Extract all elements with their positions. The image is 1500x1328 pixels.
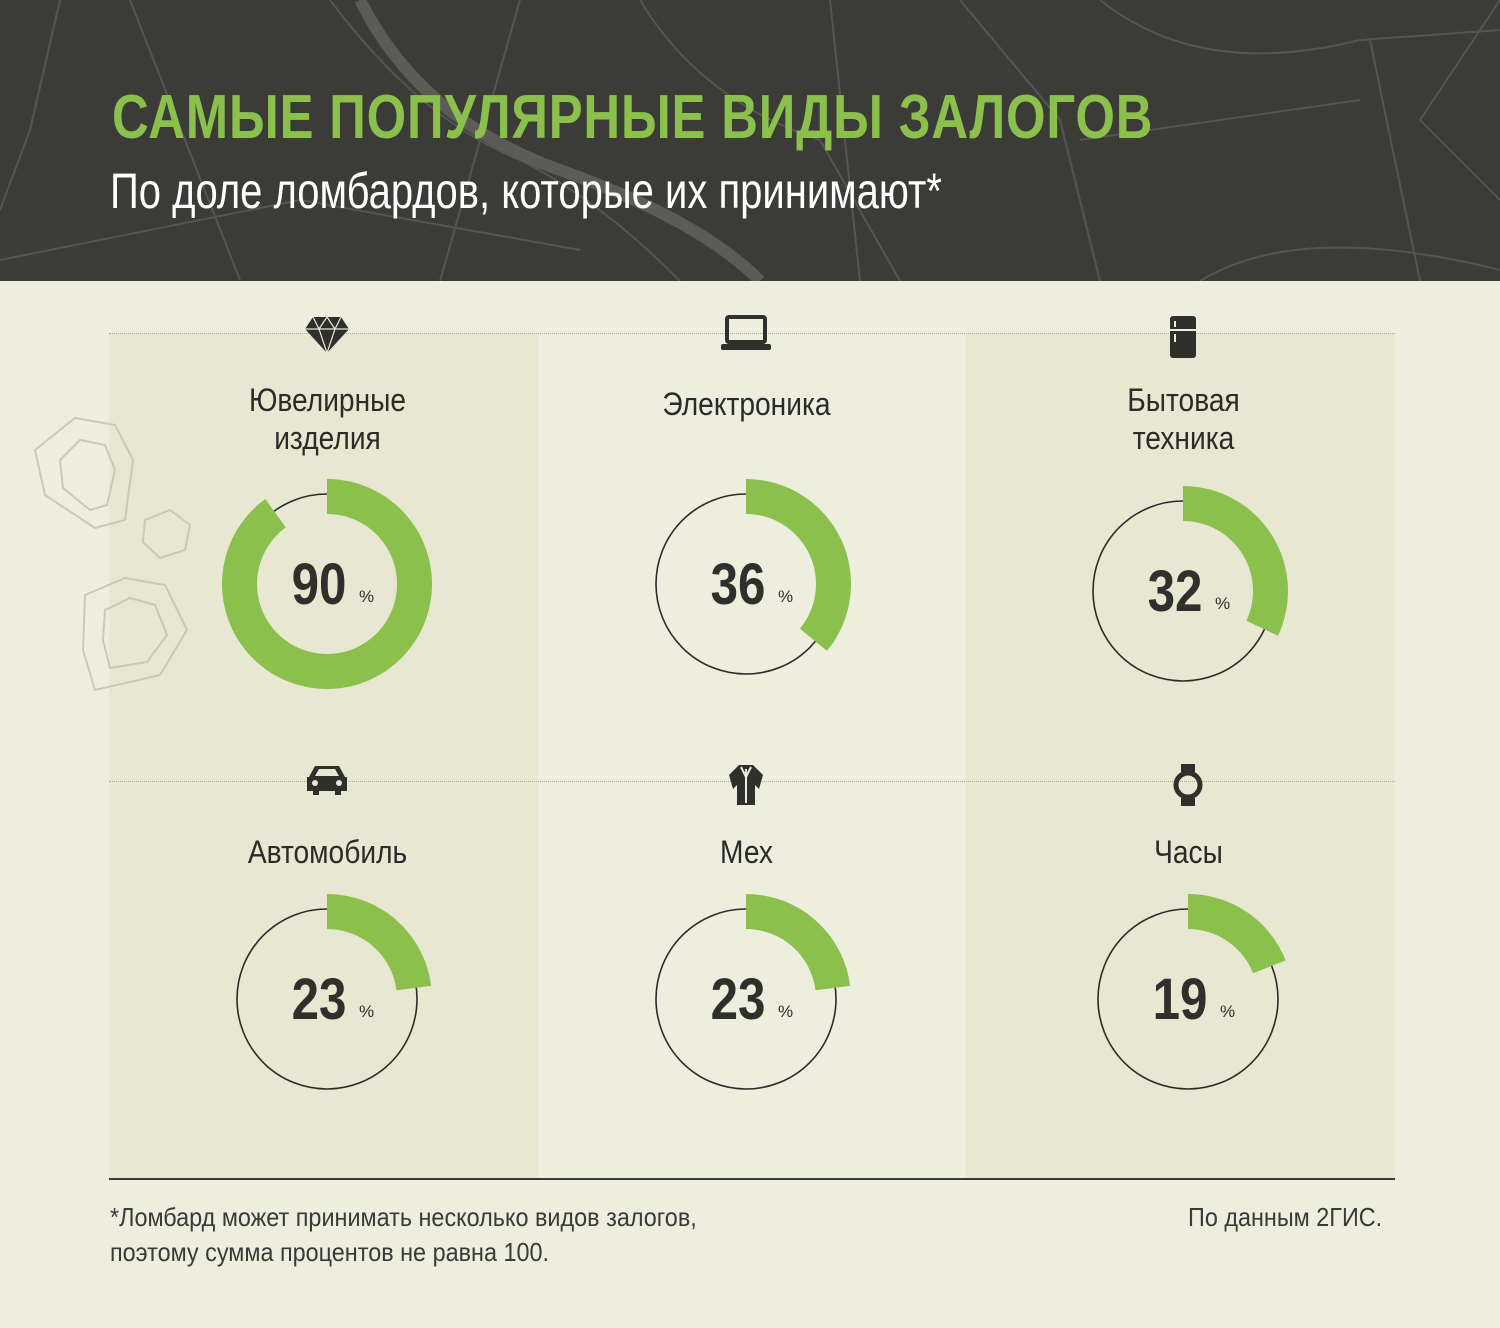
value-label: 32 [1148, 559, 1203, 624]
laptop-icon [721, 315, 771, 356]
donut-arc [327, 894, 432, 991]
item-label-line: Электроника [662, 386, 831, 422]
chart-item: Ювелирные изделия 90% [109, 315, 538, 773]
fur-coat-icon [727, 763, 765, 810]
item-label: Автомобиль [139, 833, 517, 871]
item-label-line: техника [1132, 420, 1235, 456]
percent-sign: % [1215, 594, 1230, 613]
value-label: 23 [711, 967, 766, 1032]
percent-sign: % [359, 1002, 374, 1021]
footnote: *Ломбард может принимать несколько видов… [110, 1200, 697, 1270]
source-note: По данным 2ГИС. [1188, 1202, 1383, 1232]
footnote-line: поэтому сумма процентов не равна 100. [110, 1237, 550, 1267]
item-label: Часы [1000, 833, 1378, 871]
car-icon [305, 763, 349, 802]
item-label-line: Автомобиль [247, 834, 408, 870]
donut-chart: 90% [221, 479, 432, 689]
percent-sign: % [359, 587, 374, 606]
map-background [0, 0, 1500, 281]
row-divider [109, 333, 1395, 334]
donut-arc [1183, 486, 1288, 636]
chart-item: Бытовая техника 32% [966, 316, 1395, 773]
header: САМЫЕ ПОПУЛЯРНЫЕ ВИДЫ ЗАЛОГОВ По доле ло… [0, 0, 1500, 281]
watch-icon [1173, 763, 1203, 812]
donut-chart: 32% [1092, 486, 1288, 682]
donut-arc [746, 479, 851, 651]
value-label: 23 [292, 967, 347, 1032]
chart-item: Мех 23% [537, 765, 966, 1221]
donut-chart: 36% [655, 479, 851, 675]
page-title: САМЫЕ ПОПУЛЯРНЫЕ ВИДЫ ЗАЛОГОВ [112, 83, 1154, 152]
column-shade [109, 333, 538, 1178]
value-label: 19 [1153, 967, 1208, 1032]
chart-item: Часы 19% [966, 764, 1395, 1221]
gems-decoration [33, 416, 192, 692]
percent-sign: % [778, 1002, 793, 1021]
item-label-line: изделия [274, 420, 381, 456]
item-label-line: Ювелирные [248, 382, 407, 418]
donut-chart: 23% [236, 894, 432, 1090]
percent-sign: % [1220, 1002, 1235, 1021]
value-label: 36 [711, 552, 766, 617]
column-shade [966, 333, 1395, 1178]
fridge-icon [1168, 315, 1198, 364]
item-label-line: Бытовая [1127, 382, 1240, 418]
bottom-rule [109, 1178, 1395, 1180]
donut-arc [1188, 894, 1286, 974]
item-label: Электроника [558, 385, 936, 423]
page-subtitle: По доле ломбардов, которые их принимают* [110, 163, 942, 219]
donut-arc [746, 894, 851, 991]
donut-chart: 19% [1097, 894, 1286, 1090]
percent-sign: % [778, 587, 793, 606]
chart-item: Электроника 36% [537, 315, 966, 773]
item-label-line: Часы [1154, 834, 1223, 870]
diamond-icon [305, 315, 349, 360]
item-label: Мех [558, 833, 936, 871]
item-label: Бытовая техника [995, 381, 1373, 457]
item-label-line: Мех [720, 834, 773, 870]
item-label: Ювелирные изделия [139, 381, 517, 457]
donut-chart: 23% [655, 894, 851, 1090]
donut-arc [221, 479, 432, 689]
footnote-line: *Ломбард может принимать несколько видов… [110, 1202, 697, 1232]
chart-item: Автомобиль 23% [109, 766, 538, 1221]
value-label: 90 [292, 552, 347, 617]
